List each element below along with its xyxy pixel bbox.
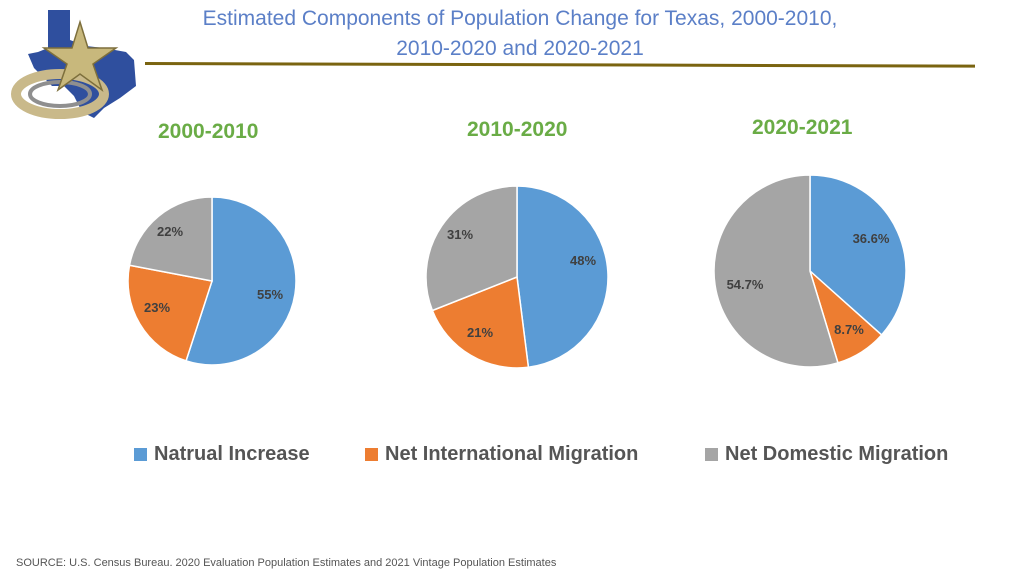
swoosh-ring xyxy=(11,69,109,119)
legend-item-domestic: Net Domestic Migration xyxy=(705,443,948,466)
pie-2-slice-natural xyxy=(809,174,907,336)
legend-item-international: Net International Migration xyxy=(365,443,638,466)
pie-1-label-natural: 48% xyxy=(570,253,596,268)
legend-item-natural: Natrual Increase xyxy=(134,443,310,466)
pie-1-slice-domestic xyxy=(425,185,518,312)
pie-1-slice-natural xyxy=(516,185,609,369)
legend-swatch-natural xyxy=(134,448,147,461)
pie-0-slice-international xyxy=(127,264,213,362)
pie-2-label-international: 8.7% xyxy=(834,322,864,337)
legend-label-natural: Natrual Increase xyxy=(154,443,310,465)
legend-swatch-domestic xyxy=(705,448,718,461)
pie-0-label-natural: 55% xyxy=(257,287,283,302)
pie-2-slice-domestic xyxy=(713,174,839,368)
pie-2-label-domestic: 54.7% xyxy=(727,277,764,292)
pie-0-slice-natural xyxy=(185,196,297,366)
legend-label-international: Net International Migration xyxy=(385,443,639,465)
legend-swatch-international xyxy=(365,448,378,461)
pie-0-label-domestic: 22% xyxy=(157,224,183,239)
pie-1-slice-international xyxy=(431,275,530,369)
legend-label-domestic: Net Domestic Migration xyxy=(725,443,949,465)
pie-title-2020-2021: 2020-2021 xyxy=(752,116,853,139)
pie-2-label-natural: 36.6% xyxy=(853,231,890,246)
pie-0-label-international: 23% xyxy=(144,300,170,315)
star-shape xyxy=(41,19,119,93)
pie-title-2000-2010: 2000-2010 xyxy=(158,120,259,143)
source-note: SOURCE: U.S. Census Bureau. 2020 Evaluat… xyxy=(16,557,557,569)
pie-0-slice-domestic xyxy=(128,196,213,282)
title-line-2: 2010-2020 and 2020-2021 xyxy=(396,37,644,60)
page-title: Estimated Components of Population Chang… xyxy=(150,4,890,64)
pie-title-2010-2020: 2010-2020 xyxy=(467,118,568,141)
legend: Natrual Increase Net International Migra… xyxy=(134,443,984,473)
texas-star-logo-icon xyxy=(11,10,136,119)
pie-1-label-domestic: 31% xyxy=(447,227,473,242)
pie-1-label-international: 21% xyxy=(467,325,493,340)
title-line-1: Estimated Components of Population Chang… xyxy=(202,7,838,30)
